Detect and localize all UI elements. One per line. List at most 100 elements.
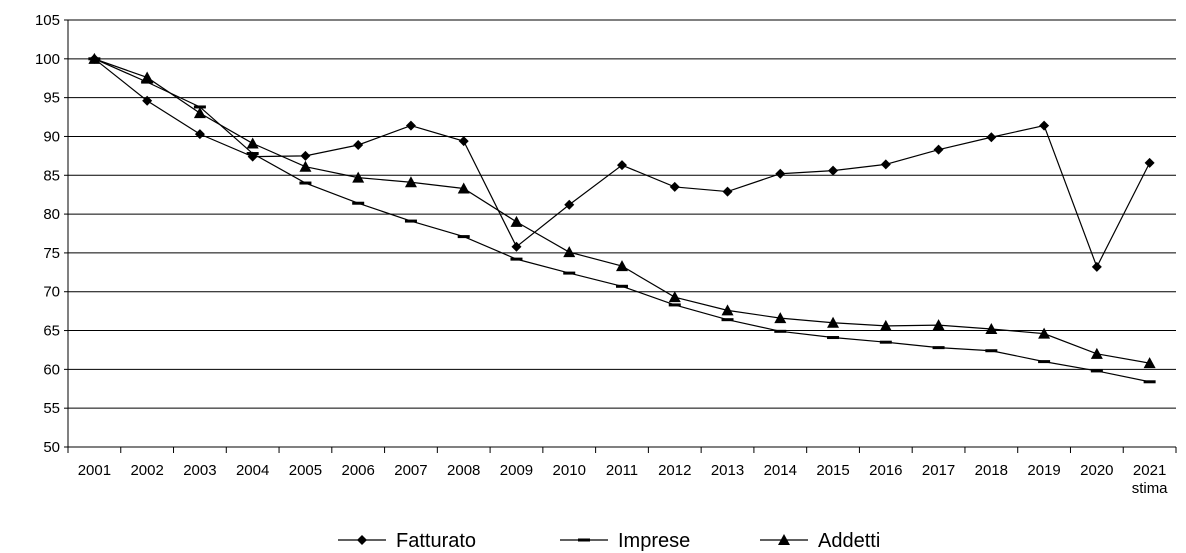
- series-addetti: [88, 52, 1156, 369]
- x-tick-label: 2019: [1027, 462, 1060, 479]
- data-point: [246, 137, 259, 149]
- data-point: [985, 322, 998, 334]
- series-line: [94, 58, 1150, 364]
- data-point: [510, 257, 523, 261]
- y-tick-label: 95: [43, 90, 60, 107]
- data-point: [879, 340, 892, 344]
- data-point: [564, 199, 575, 210]
- y-tick-label: 90: [43, 128, 60, 145]
- data-point: [300, 150, 311, 161]
- x-tick-label: 2010: [553, 462, 586, 479]
- data-point: [828, 165, 839, 176]
- data-point: [774, 329, 787, 333]
- x-tick-label: 2014: [764, 462, 797, 479]
- data-point: [193, 107, 206, 119]
- legend-label: Fatturato: [396, 530, 476, 552]
- data-point: [1090, 347, 1103, 359]
- x-tick-label: 2007: [394, 462, 427, 479]
- data-point: [1038, 327, 1051, 339]
- y-tick-label: 75: [43, 245, 60, 262]
- gridlines: [68, 19, 1176, 448]
- legend-label: Addetti: [818, 530, 880, 552]
- data-point: [668, 291, 681, 303]
- x-tick-label: 2012: [658, 462, 691, 479]
- x-tick-label: 2005: [289, 462, 322, 479]
- data-point: [617, 160, 627, 171]
- legend-label: Imprese: [618, 530, 690, 552]
- data-point: [142, 95, 153, 106]
- x-tick-label: 2008: [447, 462, 480, 479]
- x-tick-label: 2016: [869, 462, 902, 479]
- data-point: [404, 176, 417, 188]
- data-point: [352, 201, 365, 205]
- x-tick-label: 2003: [183, 462, 216, 479]
- x-tick-label: 2009: [500, 462, 533, 479]
- data-point: [1143, 380, 1156, 384]
- data-point: [985, 349, 998, 353]
- data-point: [1039, 120, 1050, 131]
- data-point: [1090, 369, 1103, 373]
- data-point: [1143, 357, 1156, 369]
- data-point: [193, 105, 206, 109]
- legend-item-addetti: Addetti: [760, 530, 880, 552]
- data-point: [1091, 261, 1102, 272]
- data-point: [563, 271, 576, 275]
- x-tick-label: 2001: [78, 462, 111, 479]
- legend-marker: [778, 534, 790, 545]
- x-axis: 2001 2002 2003 2004 2005 2006 2007 2008 2009 2010…: [67, 446, 1177, 497]
- y-tick-label: 70: [43, 284, 60, 301]
- x-tick-label: 2021: [1133, 462, 1166, 479]
- x-tick-label: 2017: [922, 462, 955, 479]
- x-tick-label: 2011: [606, 462, 638, 479]
- data-point: [510, 215, 523, 227]
- y-tick-label: 55: [43, 400, 60, 417]
- data-point: [458, 136, 469, 147]
- data-point: [404, 219, 417, 223]
- legend-item-imprese: Imprese: [560, 530, 690, 552]
- x-tick-label: 2013: [711, 462, 744, 479]
- series-group: [88, 52, 1156, 384]
- data-point: [457, 182, 470, 194]
- y-tick-label: 105: [35, 12, 60, 29]
- data-point: [986, 132, 997, 143]
- data-point: [933, 144, 944, 155]
- data-point: [827, 336, 840, 340]
- data-point: [668, 303, 681, 307]
- data-point: [457, 235, 470, 239]
- data-point: [1038, 360, 1051, 364]
- data-point: [879, 319, 892, 331]
- x-tick-label: 2015: [816, 462, 849, 479]
- series-imprese: [88, 57, 1156, 384]
- data-point: [880, 159, 891, 170]
- series-fatturato: [89, 53, 1155, 272]
- data-point: [352, 171, 365, 183]
- data-point: [405, 120, 416, 131]
- y-tick-label: 60: [43, 361, 60, 378]
- data-point: [1144, 157, 1155, 168]
- data-point: [669, 181, 680, 192]
- data-point: [616, 260, 628, 272]
- y-axis: 50 55 60 65 70 75 80 85 90 95 100 105: [35, 12, 69, 456]
- y-tick-label: 65: [43, 323, 60, 340]
- data-point: [299, 181, 312, 185]
- x-tick-label: 2018: [975, 462, 1008, 479]
- y-tick-label: 50: [43, 439, 60, 456]
- data-point: [721, 318, 734, 322]
- data-point: [353, 139, 364, 150]
- y-tick-label: 85: [43, 167, 60, 184]
- data-point: [194, 129, 205, 140]
- data-point: [246, 152, 259, 156]
- data-point: [563, 246, 576, 258]
- data-point: [932, 346, 945, 350]
- legend-item-fatturato: Fatturato: [338, 530, 476, 552]
- x-tick-sublabel: stima: [1132, 480, 1168, 497]
- y-tick-label: 80: [43, 206, 60, 223]
- data-point: [299, 160, 312, 172]
- legend-marker: [357, 535, 367, 545]
- x-tick-label: 2020: [1080, 462, 1113, 479]
- data-point: [141, 71, 154, 83]
- data-point: [616, 284, 628, 288]
- data-point: [827, 316, 840, 328]
- legend: Fatturato Imprese Addetti: [338, 530, 880, 552]
